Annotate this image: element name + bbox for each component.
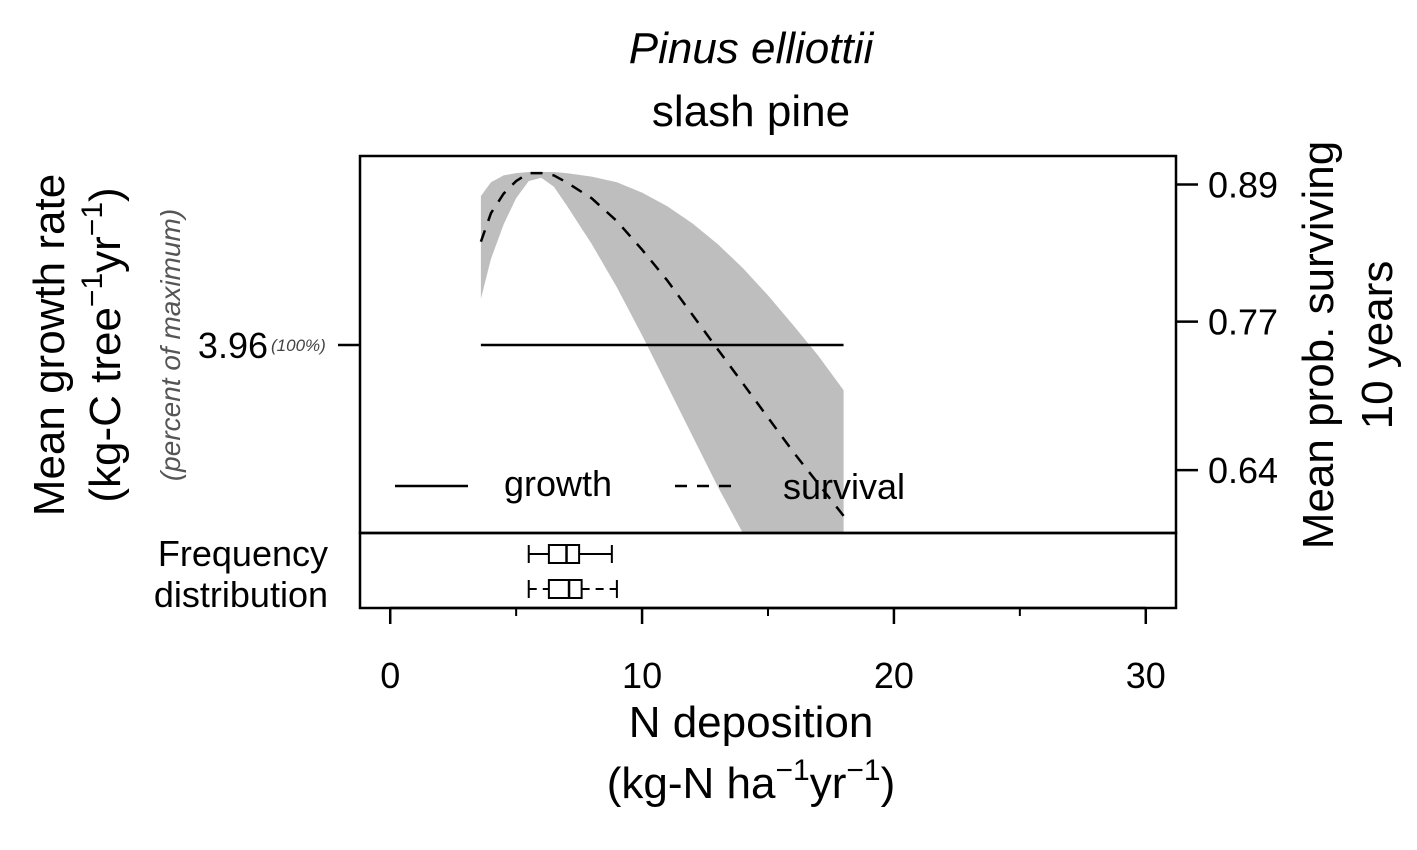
chart-title-common: slash pine <box>652 87 850 136</box>
right-y-axis-label: Mean prob. surviving <box>1294 141 1343 549</box>
boxplot-layer <box>527 544 618 599</box>
y-units-mid: yr <box>81 236 130 273</box>
x-tick-label: 10 <box>622 655 662 696</box>
x-tick-label: 30 <box>1126 655 1166 696</box>
y-axis-note: (percent of maximum) <box>155 209 186 481</box>
right-y-tick-label: 0.77 <box>1208 302 1278 343</box>
x-axis-units: (kg-N ha−1yr−1) <box>607 754 895 808</box>
chart-title-species: Pinus elliottii <box>629 24 875 73</box>
right-y-axis-label-line2: 10 years <box>1353 261 1402 430</box>
y-units-exp1: −1 <box>76 273 109 307</box>
right-y-tick-label: 0.64 <box>1208 450 1278 491</box>
legend-survival-label: survival <box>783 466 905 507</box>
series-lines-layer <box>479 171 845 517</box>
frequency-panel-frame <box>358 531 1178 610</box>
x-axis-label: N deposition <box>629 698 874 747</box>
y-axis-units: (kg-C tree−1yr−1) <box>76 187 130 502</box>
boxplot-1 <box>527 544 613 564</box>
frequency-label-line1: Frequency <box>158 533 328 574</box>
left-y-axis: 3.96 (100%) <box>198 325 360 366</box>
boxplot-box <box>547 544 581 564</box>
x-axis: 0 10 20 30 <box>380 606 1166 696</box>
survival-series-line <box>479 171 845 517</box>
x-units-exp1: −1 <box>775 754 809 787</box>
survival-confidence-band <box>480 172 844 533</box>
y-tick-percent-label: (100%) <box>271 336 326 355</box>
x-tick-label: 20 <box>874 655 914 696</box>
boxplot-2 <box>527 579 618 599</box>
x-units-close: ) <box>881 759 896 808</box>
x-units-open: (kg-N ha <box>607 759 776 808</box>
y-axis-label: Mean growth rate <box>25 174 74 516</box>
x-units-exp2: −1 <box>846 754 880 787</box>
boxplot-box <box>547 579 583 599</box>
right-y-axis: 0.64 0.77 0.89 <box>1176 165 1278 491</box>
y-units-close: ) <box>81 187 130 202</box>
x-units-mid: yr <box>810 759 847 808</box>
y-units-open: (kg-C tree <box>81 307 130 503</box>
y-units-exp2: −1 <box>76 202 109 236</box>
frequency-label-line2: distribution <box>154 574 328 615</box>
legend-growth-label: growth <box>504 463 612 504</box>
y-tick-label: 3.96 <box>198 325 268 366</box>
right-y-tick-label: 0.89 <box>1208 165 1278 206</box>
confidence-band-layer <box>480 172 844 533</box>
x-tick-label: 0 <box>380 655 400 696</box>
